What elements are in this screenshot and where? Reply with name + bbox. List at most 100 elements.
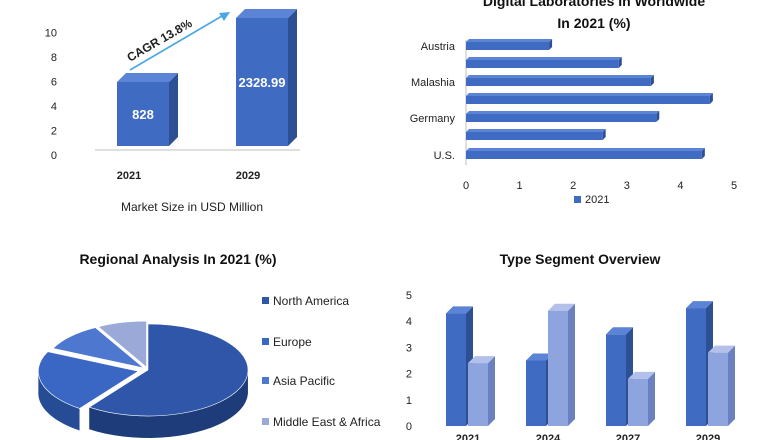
lab-bar-top <box>466 93 713 96</box>
pie-slice <box>88 323 249 417</box>
bar-value-label: 2328.99 <box>239 75 286 90</box>
cagr-arrow-head <box>219 12 230 21</box>
market-size-bar-side <box>288 9 297 146</box>
type-bar-series2-side <box>488 356 495 426</box>
type-bar-series2 <box>708 352 728 426</box>
cagr-annotation: CAGR 13.8% <box>125 16 195 65</box>
x-category-label: 2021 <box>456 433 480 440</box>
lab-category-label: Germany <box>410 113 456 125</box>
y-tick-label: 0 <box>51 150 57 162</box>
pie-slice <box>38 351 140 409</box>
lab-bar-top <box>466 39 553 42</box>
pie-slice-side <box>38 370 80 431</box>
type-bar-series1 <box>686 308 706 426</box>
market-size-bar-top <box>236 9 297 18</box>
market-size-bar-side <box>169 73 178 146</box>
digital-labs-marks: Austria Malashia Germany U.S. 0 1 2 3 4 5 <box>410 39 737 192</box>
regional-pie-title: Regional Analysis In 2021 (%) <box>79 251 276 267</box>
lab-bar-side <box>618 57 622 68</box>
y-tick-label: 0 <box>406 421 412 433</box>
type-bar-series2-side <box>568 303 575 426</box>
x-tick-label: 0 <box>463 180 469 192</box>
type-bar-series2 <box>628 378 648 426</box>
market-size-bar <box>117 82 169 146</box>
cagr-arrow <box>129 15 223 71</box>
type-bar-series2 <box>468 363 488 426</box>
type-bar-series1-top <box>446 306 473 314</box>
pie-legend-swatch <box>262 297 269 304</box>
lab-bar <box>466 151 702 159</box>
y-tick-label: 5 <box>406 290 412 302</box>
digital-labs-title-line2: In 2021 (%) <box>557 15 630 31</box>
pie-legend-swatch <box>262 418 269 425</box>
x-tick-label: 5 <box>731 180 737 192</box>
pie-slice <box>52 327 144 369</box>
x-tick-label: 2 <box>570 180 576 192</box>
type-segment-marks: 0 1 2 3 4 5 2021 2024 2027 2029 <box>406 290 735 440</box>
x-category-label: 2024 <box>536 433 561 440</box>
lab-bar-side <box>701 148 705 159</box>
y-tick-label: 3 <box>406 342 412 354</box>
type-bar-series2-top <box>468 356 495 364</box>
y-tick-label: 6 <box>51 77 57 89</box>
lab-bar <box>466 78 651 86</box>
lab-bar <box>466 60 619 68</box>
y-tick-label: 10 <box>45 28 57 40</box>
type-bar-series1-top <box>606 327 633 335</box>
y-tick-label: 2 <box>51 126 57 138</box>
pie-legend-label: Europe <box>273 335 312 349</box>
digital-labs-title-line1: Digital Laboratories In Worldwide <box>483 0 705 9</box>
digital-labs-legend-label: 2021 <box>585 194 609 206</box>
lab-category-label: Austria <box>421 41 456 53</box>
type-bar-series2-top <box>708 345 735 353</box>
lab-bar <box>466 114 657 122</box>
digital-labs-legend-swatch <box>574 196 581 203</box>
lab-bar-top <box>466 57 622 60</box>
x-category-label: 2029 <box>236 170 260 182</box>
lab-bar-side <box>602 129 606 140</box>
y-tick-label: 2 <box>406 369 412 381</box>
regional-pie-chart: Regional Analysis In 2021 (%) <box>79 251 276 267</box>
lab-bar <box>466 132 603 140</box>
x-category-label: 2029 <box>696 433 720 440</box>
pie-legend-swatch <box>262 377 269 384</box>
x-tick-label: 4 <box>677 180 683 192</box>
market-size-xlabel: Market Size in USD Million <box>121 200 263 214</box>
lab-bar-side <box>709 93 713 104</box>
pie-legend-swatch <box>262 338 269 345</box>
regional-pie-marks: North America Europe Asia Pacific Middle Ea… <box>38 294 381 438</box>
y-tick-label: 1 <box>406 395 412 407</box>
type-bar-series1 <box>526 360 546 426</box>
type-bar-series2-side <box>648 371 655 426</box>
bar-value-label: 828 <box>132 107 154 122</box>
lab-bar-side <box>549 39 553 50</box>
x-category-label: 2027 <box>616 433 640 440</box>
lab-bar-top <box>466 75 654 78</box>
lab-bar <box>466 96 710 104</box>
lab-category-label: Malashia <box>411 77 456 89</box>
lab-bar-side <box>656 111 660 122</box>
type-bar-series1-top <box>686 301 713 309</box>
type-bar-series2 <box>548 310 568 426</box>
x-tick-label: 1 <box>517 180 523 192</box>
lab-bar-top <box>466 148 705 151</box>
pie-slice <box>97 320 147 368</box>
type-bar-series1 <box>606 334 626 426</box>
market-size-bar <box>236 18 288 146</box>
type-segment-chart: Type Segment Overview <box>500 251 661 267</box>
type-bar-series1-top <box>526 353 553 361</box>
type-segment-title: Type Segment Overview <box>500 251 661 267</box>
y-tick-label: 4 <box>406 316 412 328</box>
lab-category-label: U.S. <box>434 150 455 162</box>
lab-bar-top <box>466 111 660 114</box>
pie-slice-side <box>89 371 248 438</box>
type-bar-series2-side <box>728 345 735 426</box>
y-tick-label: 4 <box>51 101 57 113</box>
x-tick-label: 3 <box>624 180 630 192</box>
y-tick-label: 8 <box>51 52 57 64</box>
lab-bar-top <box>466 129 606 132</box>
lab-bar <box>466 42 550 50</box>
market-size-marks: 0 2 4 6 8 10 828 2021 2328.99 2029 <box>45 9 297 182</box>
type-bar-series2-top <box>628 371 655 379</box>
